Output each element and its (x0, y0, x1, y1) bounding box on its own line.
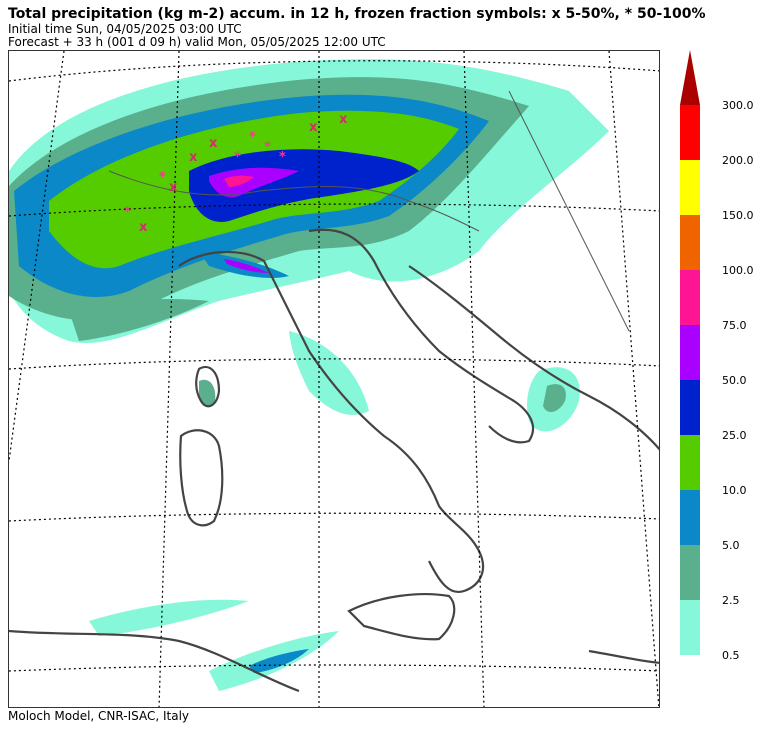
coast-corsica (195, 365, 221, 408)
initial-time: Initial time Sun, 04/05/2025 03:00 UTC (8, 22, 242, 36)
colorbar-block (680, 435, 700, 490)
symbol-mixed: x (189, 150, 198, 165)
frozen-fraction-symbols: x x x x x x * * * * * * (124, 112, 348, 235)
colorbar-arrow (680, 50, 700, 105)
colorbar-label: 150.0 (722, 209, 754, 222)
coast-italy-peninsula (178, 228, 535, 594)
colorbar-block (680, 160, 700, 215)
colorbar-blocks (680, 105, 700, 655)
colorbar-label: 75.0 (722, 319, 747, 332)
parallel-5 (9, 664, 659, 672)
colorbar-label: 200.0 (722, 154, 754, 167)
colorbar-block (680, 325, 700, 380)
colorbar-label: 5.0 (722, 539, 740, 552)
colorbar-label: 2.5 (722, 594, 740, 607)
symbol-mixed: x (309, 120, 318, 135)
colorbar-label: 50.0 (722, 374, 747, 387)
parallel-4 (9, 512, 659, 522)
symbol-frozen: * (159, 170, 166, 185)
coast-africa (9, 629, 659, 693)
colorbar-label: 0.5 (722, 649, 740, 662)
precip-south-sea-core (249, 649, 309, 673)
precip-corsica (199, 379, 216, 408)
precip-75mm-core (224, 175, 254, 187)
precip-adriatic-core (543, 384, 566, 413)
map-canvas: x x x x x x * * * * * * (9, 51, 659, 707)
country-borders (108, 90, 630, 332)
precip-central-italy (289, 331, 369, 415)
meridian-5 (608, 51, 659, 707)
colorbar-label: 300.0 (722, 99, 754, 112)
colorbar-block (680, 380, 700, 435)
colorbar (680, 50, 700, 655)
border-east (508, 90, 630, 332)
forecast-valid-time: Forecast + 33 h (001 d 09 h) valid Mon, … (8, 35, 386, 49)
symbol-frozen: * (279, 150, 286, 165)
colorbar-block (680, 600, 700, 655)
precip-25mm-core (189, 149, 419, 222)
coast-sardinia (179, 429, 224, 527)
precip-west-arm (69, 299, 209, 341)
colorbar-block (680, 270, 700, 325)
precip-south-sea (89, 599, 249, 636)
symbol-mixed: x (139, 220, 148, 235)
symbol-mixed: x (169, 180, 178, 195)
parallel-3 (9, 358, 659, 370)
symbol-mixed: x (339, 112, 348, 127)
symbol-frozen: * (124, 205, 131, 220)
symbol-frozen: * (234, 150, 241, 165)
coast-balkans (408, 265, 659, 451)
precip-50mm-core (209, 167, 299, 198)
parallel-2 (9, 203, 659, 217)
colorbar-label: 10.0 (722, 484, 747, 497)
colorbar-label: 25.0 (722, 429, 747, 442)
parallel-1 (9, 60, 659, 82)
symbol-frozen: * (249, 130, 256, 145)
colorbar-label: 100.0 (722, 264, 754, 277)
graticule (9, 51, 659, 707)
symbol-frozen: * (264, 140, 271, 155)
coastlines (9, 228, 659, 693)
meridian-1 (9, 51, 65, 462)
map-title: Total precipitation (kg m-2) accum. in 1… (8, 6, 706, 22)
colorbar-block (680, 545, 700, 600)
colorbar-block (680, 105, 700, 160)
colorbar-block (680, 490, 700, 545)
precip-field (9, 59, 609, 691)
precipitation-map: x x x x x x * * * * * * (8, 50, 660, 708)
coast-sicily (347, 593, 456, 641)
symbol-mixed: x (209, 136, 218, 151)
colorbar-block (680, 215, 700, 270)
border-alps (108, 170, 480, 232)
precip-liguria-core (224, 259, 269, 273)
model-credit: Moloch Model, CNR-ISAC, Italy (8, 709, 190, 723)
